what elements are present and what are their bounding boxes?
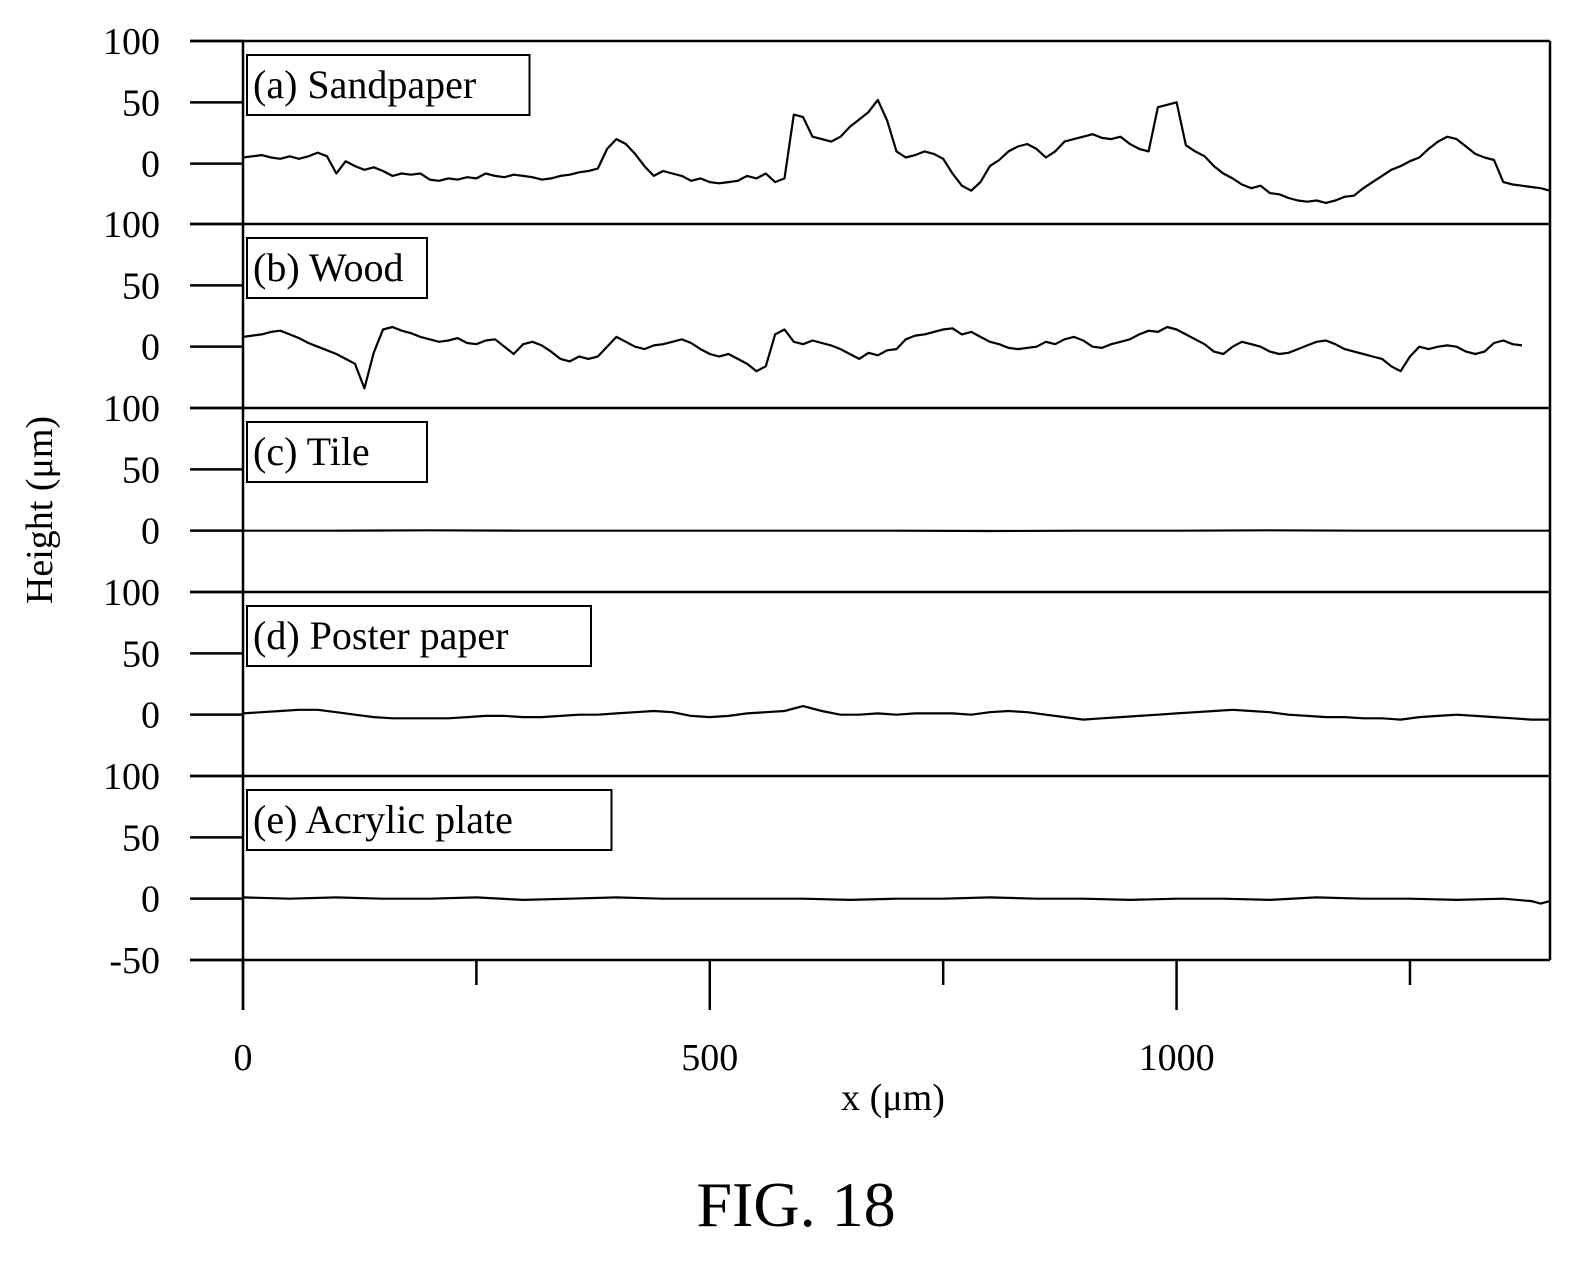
figure-caption: FIG. 18 — [696, 1169, 895, 1240]
x-tick-label: 500 — [681, 1037, 738, 1079]
y-tick-label: 0 — [141, 144, 160, 186]
panel-label: (e) Acrylic plate — [253, 797, 513, 842]
trace-5 — [242, 896, 1551, 905]
y-tick-label: 50 — [122, 82, 160, 124]
panel-label: (b) Wood — [253, 245, 403, 290]
y-tick-label: 0 — [141, 327, 160, 369]
x-tick-label: 1000 — [1139, 1037, 1215, 1079]
y-axis-label: Height (μm) — [19, 416, 61, 604]
panel-label-box — [246, 237, 428, 299]
y-tick-label: 0 — [141, 695, 160, 737]
y-tick-label: 50 — [122, 633, 160, 675]
y-tick-label: 100 — [103, 388, 160, 430]
y-tick-label: -50 — [109, 940, 160, 982]
y-tick-label: 50 — [122, 817, 160, 859]
panel-label: (d) Poster paper — [253, 613, 508, 658]
trace-1 — [242, 98, 1551, 204]
panel-label-box — [246, 421, 428, 483]
trace-2 — [242, 325, 1523, 390]
y-tick-label: 50 — [122, 449, 160, 491]
y-tick-label: 100 — [103, 756, 160, 798]
panel-label: (a) Sandpaper — [253, 62, 476, 107]
y-tick-label: 0 — [141, 511, 160, 553]
y-tick-label: 50 — [122, 265, 160, 307]
panel-label: (c) Tile — [253, 429, 370, 474]
panel-label-box — [246, 605, 592, 667]
trace-3 — [243, 529, 1550, 533]
trace-4 — [242, 705, 1550, 721]
y-tick-label: 100 — [103, 572, 160, 614]
panel-label-box — [246, 789, 613, 851]
y-tick-label: 100 — [103, 204, 160, 246]
x-axis-label: x (μm) — [841, 1077, 945, 1119]
x-tick-label: 0 — [234, 1037, 253, 1079]
y-tick-label: 100 — [103, 21, 160, 63]
panel-label-box — [246, 54, 531, 116]
y-tick-label: 0 — [141, 879, 160, 921]
